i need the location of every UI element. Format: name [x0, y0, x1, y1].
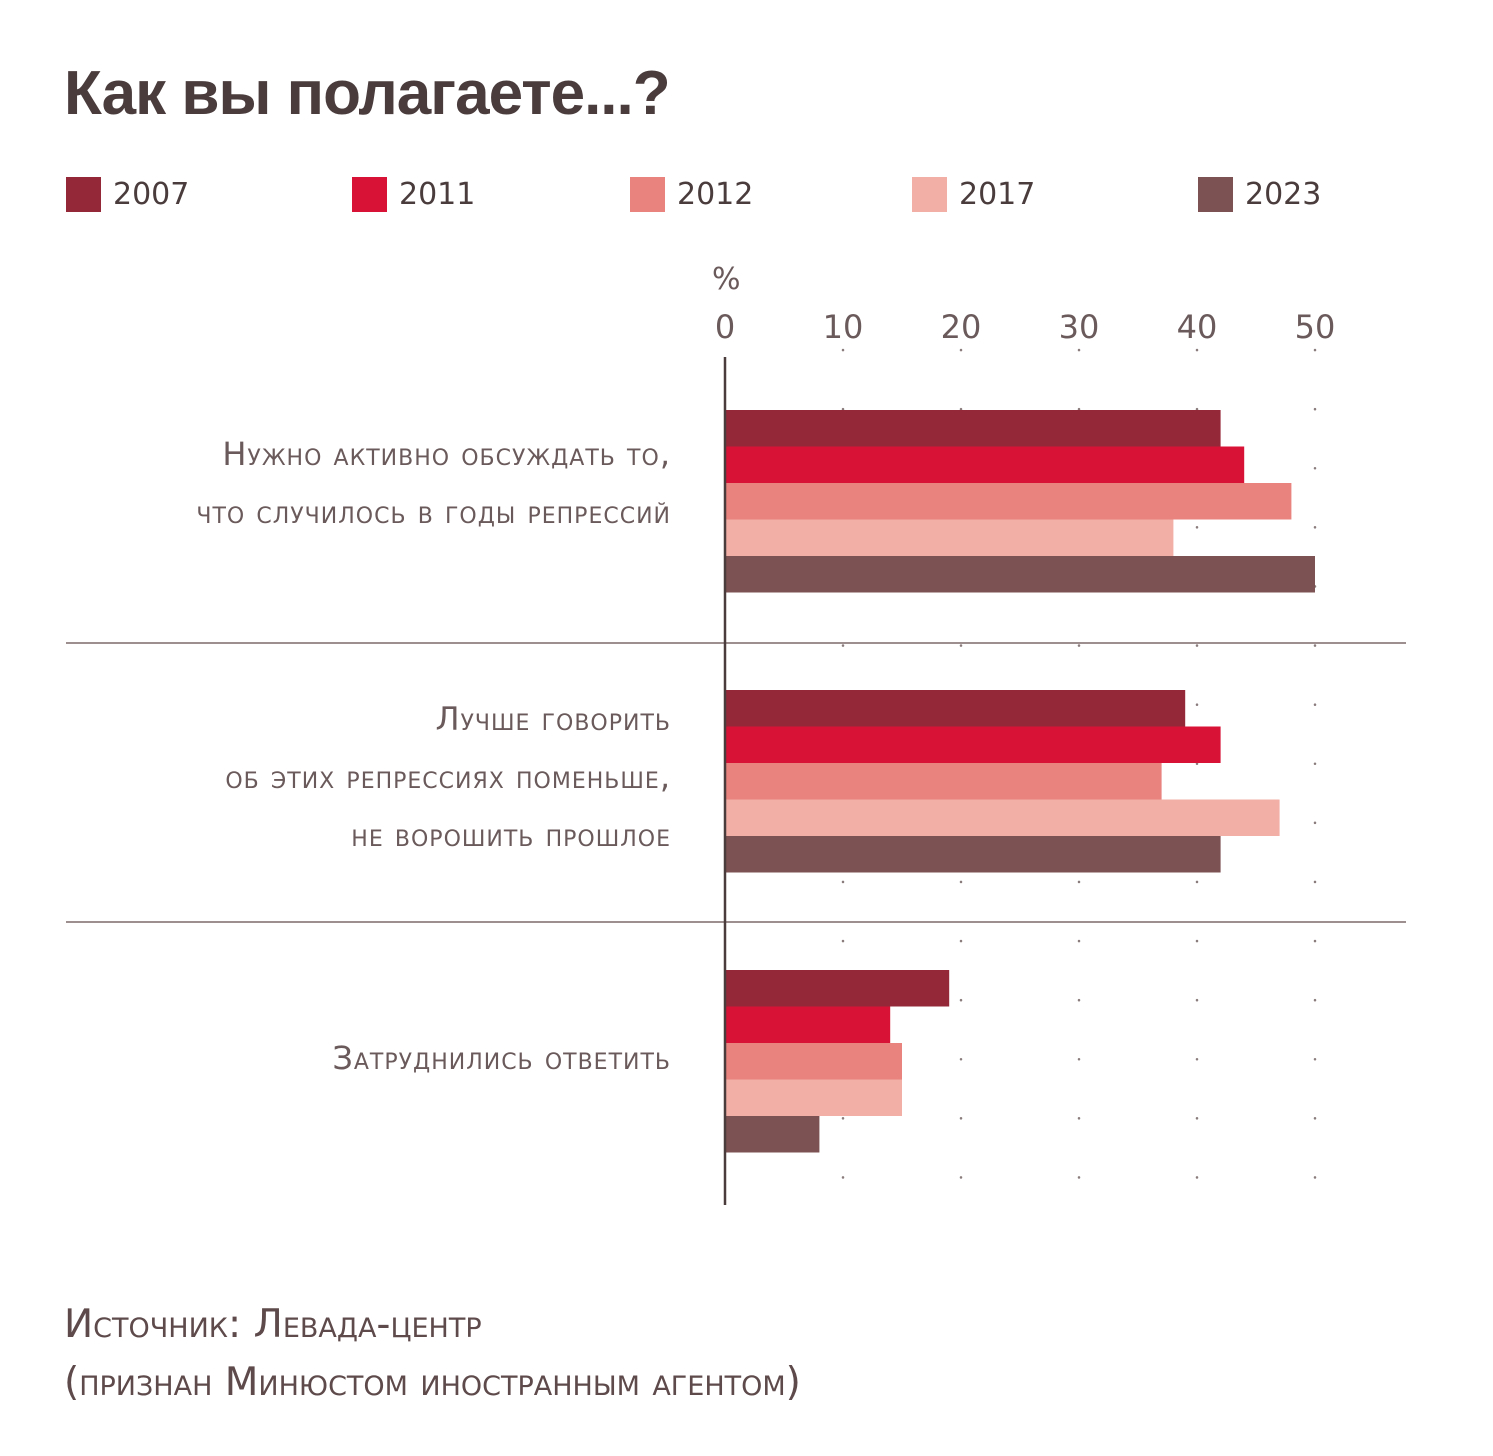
- legend-swatch: [912, 176, 947, 212]
- legend-swatch: [1198, 176, 1233, 212]
- bar-2011-cat2: [725, 726, 1221, 763]
- bar-2007-cat2: [725, 690, 1186, 727]
- bar-2011-cat1: [725, 446, 1245, 483]
- bar-2012-cat1: [725, 483, 1292, 520]
- tick-label-30: 30: [1059, 308, 1100, 346]
- bar-2007-cat3: [725, 970, 950, 1007]
- source-note: Источник: Левада-центр (признан Минюстом…: [64, 1302, 801, 1405]
- legend-swatch: [352, 176, 387, 212]
- unit-label: %: [712, 262, 741, 297]
- bar-2023-cat3: [725, 1116, 820, 1153]
- bar-2017-cat2: [725, 799, 1280, 836]
- chart-title: Как вы полагаете...?: [64, 59, 671, 128]
- legend-swatch: [66, 176, 101, 212]
- legend-label: 2017: [959, 176, 1036, 212]
- legend-item-2011: 2011: [352, 174, 475, 214]
- legend-item-2012: 2012: [630, 174, 753, 214]
- legend-item-2007: 2007: [66, 174, 189, 214]
- bar-2012-cat3: [725, 1043, 902, 1080]
- legend: 2007 2011 2012 2017 2023: [0, 0, 1493, 240]
- legend-label: 2007: [113, 176, 190, 212]
- legend-label: 2012: [677, 176, 754, 212]
- tick-label-20: 20: [941, 308, 982, 346]
- bar-2017-cat1: [725, 519, 1174, 556]
- tick-label-50: 50: [1295, 308, 1336, 346]
- bar-2012-cat2: [725, 763, 1162, 800]
- bar-2023-cat2: [725, 836, 1221, 873]
- tick-label-10: 10: [823, 308, 864, 346]
- category-label-hard-to-say: Затруднились ответить: [332, 1039, 671, 1077]
- legend-swatch: [630, 176, 665, 212]
- tick-label-40: 40: [1177, 308, 1218, 346]
- legend-item-2017: 2017: [912, 174, 1035, 214]
- bar-2017-cat3: [725, 1079, 902, 1116]
- legend-label: 2023: [1245, 176, 1322, 212]
- bar-2011-cat3: [725, 1006, 891, 1043]
- legend-label: 2011: [399, 176, 476, 212]
- tick-label-0: 0: [715, 308, 735, 346]
- legend-item-2023: 2023: [1198, 174, 1321, 214]
- category-label-less-talk: Лучше говорить об этих репрессиях помень…: [225, 700, 671, 854]
- bar-2007-cat1: [725, 410, 1221, 447]
- bar-2023-cat1: [725, 556, 1315, 593]
- category-label-discuss: Нужно активно обсуждать то, что случилос…: [196, 435, 671, 531]
